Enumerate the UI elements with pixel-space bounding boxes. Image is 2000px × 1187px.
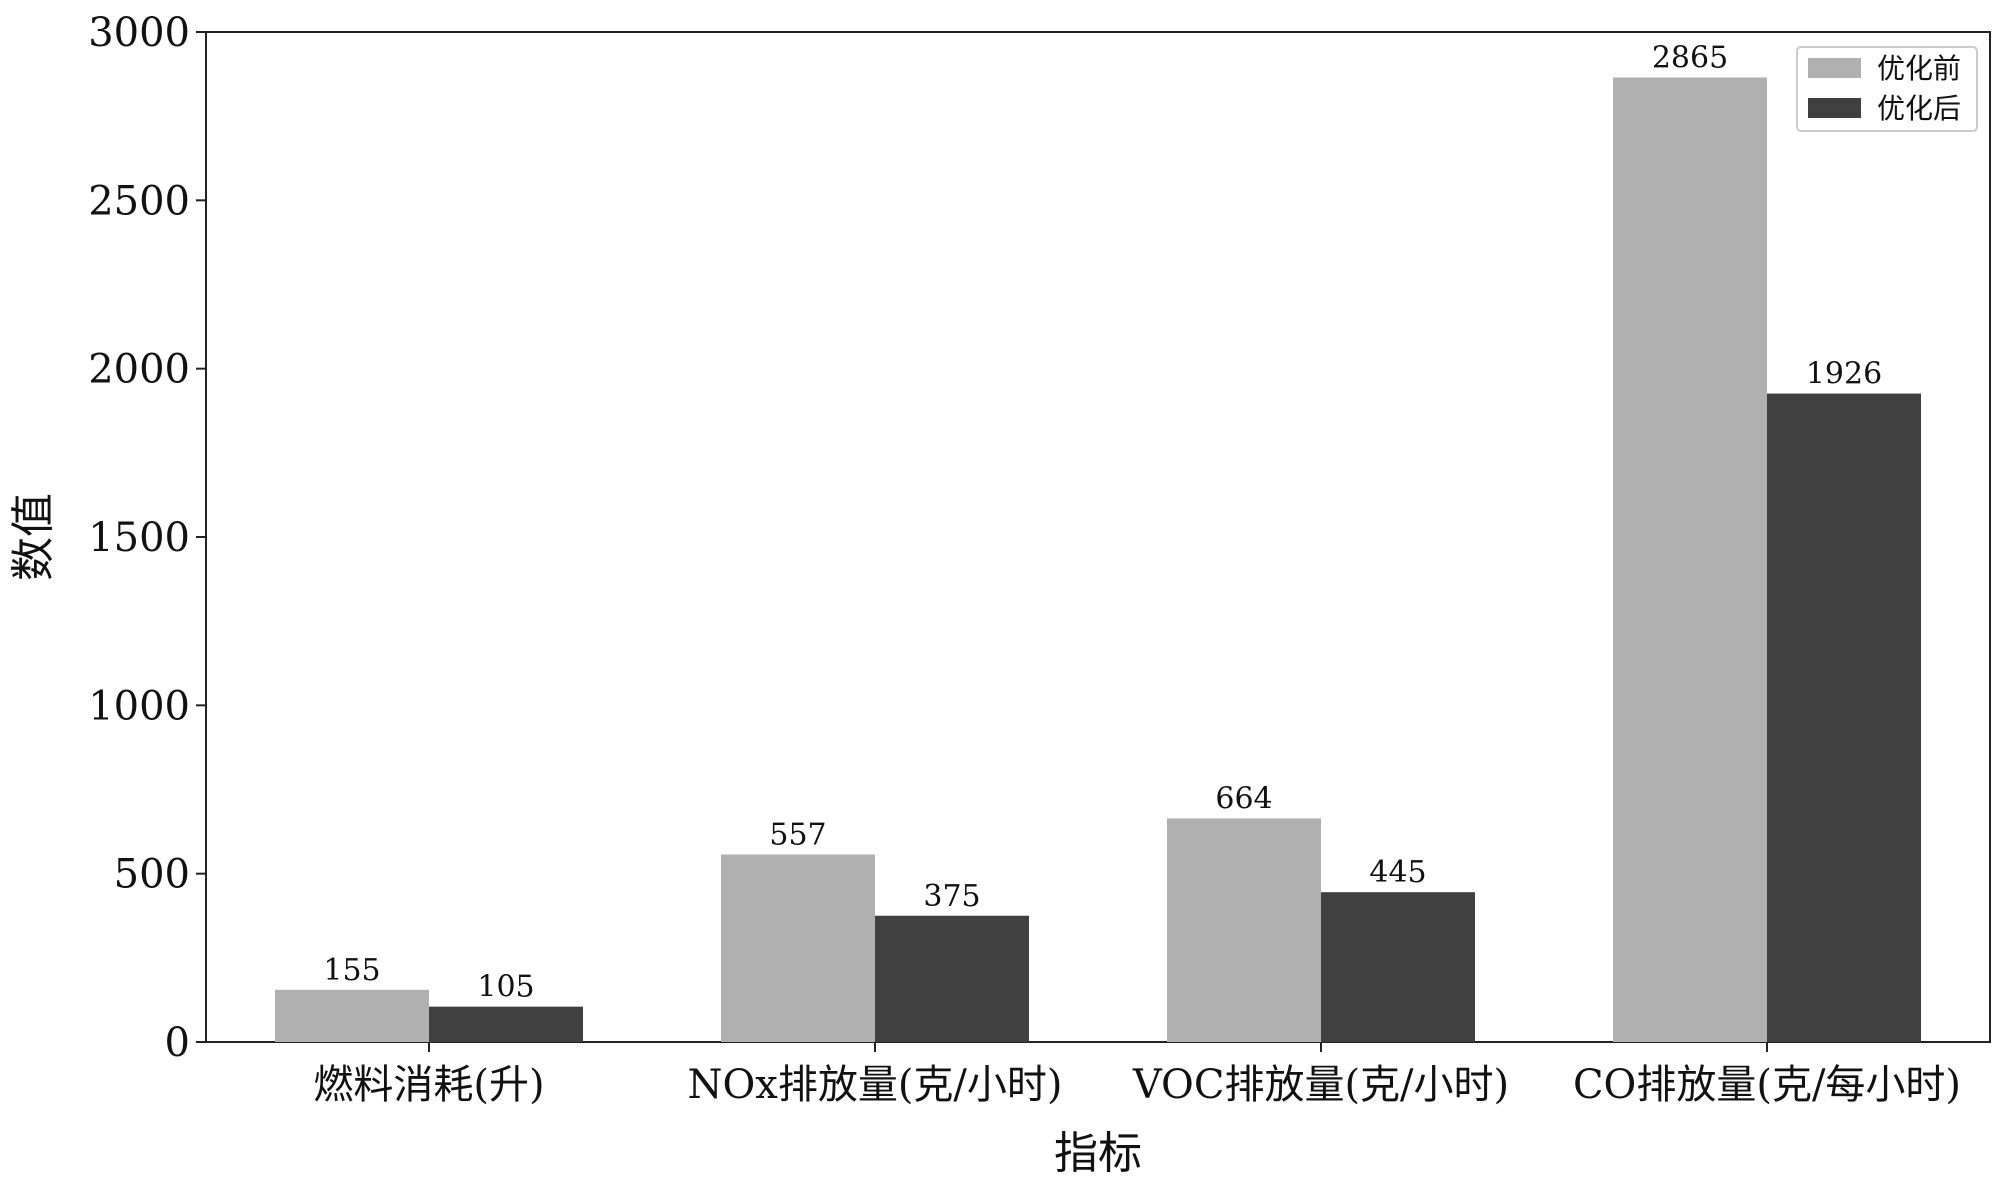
x-axis-title: 指标	[1054, 1128, 1142, 1179]
data-label: 2865	[1652, 40, 1728, 75]
bar-before	[721, 854, 875, 1042]
y-tick-label: 1500	[88, 515, 190, 561]
data-label: 155	[323, 953, 380, 988]
legend: 优化前 优化后	[1796, 46, 1978, 132]
y-tick-label: 500	[114, 852, 190, 898]
x-axis: 燃料消耗(升) NOx排放量(克/小时) VOC排放量(克/小时) CO排放量(克/每…	[313, 1042, 1961, 1108]
y-tick-label: 0	[165, 1020, 190, 1066]
y-tick-label: 1000	[88, 683, 190, 729]
data-label: 375	[923, 879, 980, 914]
legend-swatch-after	[1808, 98, 1861, 118]
legend-swatch-before	[1808, 58, 1861, 78]
y-axis: 0 500 1000 1500 2000 2500 3000	[88, 10, 206, 1066]
bar-after	[429, 1006, 583, 1042]
y-tick-label: 3000	[88, 10, 190, 56]
bars	[275, 77, 1921, 1043]
bar-before	[1167, 818, 1321, 1042]
data-labels: 155 105 557 375 664 445 2865 1926	[323, 40, 1882, 1004]
bar-before	[1613, 77, 1767, 1042]
data-label: 557	[769, 817, 826, 852]
x-tick-label: NOx排放量(克/小时)	[687, 1062, 1062, 1108]
x-tick-label: CO排放量(克/每小时)	[1573, 1062, 1961, 1108]
data-label: 664	[1215, 781, 1272, 816]
x-tick-label: VOC排放量(克/小时)	[1132, 1062, 1509, 1108]
legend-label-before: 优化前	[1877, 52, 1961, 85]
data-label: 105	[477, 970, 534, 1005]
bar-before	[275, 989, 429, 1042]
x-tick-label: 燃料消耗(升)	[313, 1062, 544, 1108]
y-axis-title: 数值	[8, 493, 59, 581]
legend-label-after: 优化后	[1877, 92, 1961, 125]
data-label: 445	[1369, 855, 1426, 890]
data-label: 1926	[1806, 357, 1882, 392]
bar-after	[1767, 393, 1921, 1043]
bar-after	[875, 915, 1029, 1042]
y-tick-label: 2000	[88, 347, 190, 393]
y-tick-label: 2500	[88, 178, 190, 224]
bar-after	[1321, 892, 1475, 1042]
